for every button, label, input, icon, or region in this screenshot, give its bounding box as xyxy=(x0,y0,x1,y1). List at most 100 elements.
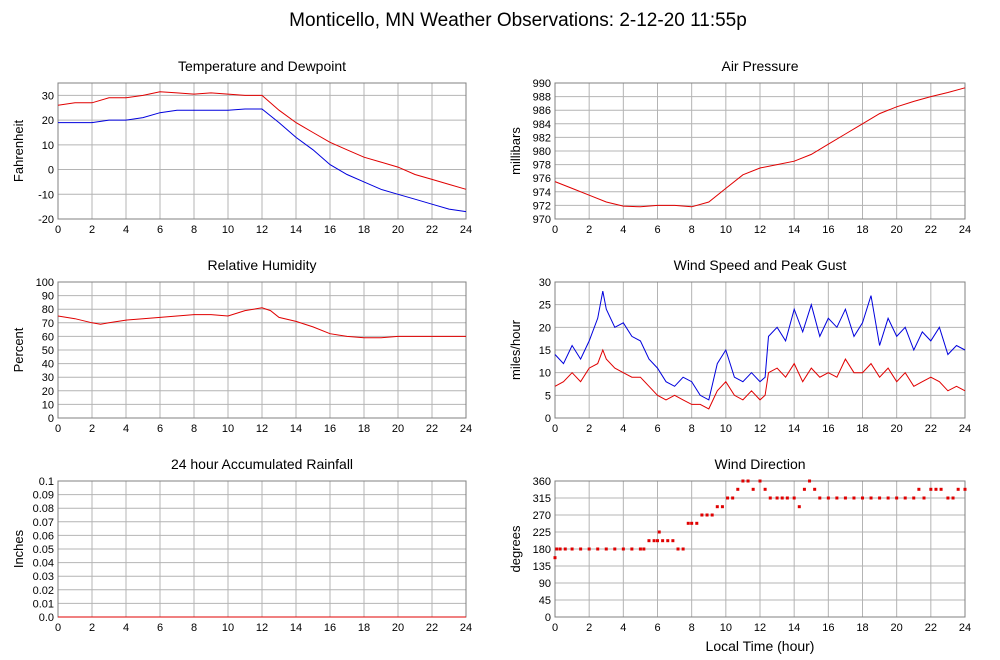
data-point xyxy=(726,496,730,500)
data-point xyxy=(656,539,659,543)
data-point xyxy=(946,496,950,500)
x-tick-label: 16 xyxy=(324,622,336,634)
data-point xyxy=(763,487,767,491)
y-tick-label: 986 xyxy=(533,105,551,117)
data-point xyxy=(751,487,755,491)
x-tick-label: 24 xyxy=(959,224,971,236)
data-point xyxy=(956,487,960,491)
data-point xyxy=(861,496,864,500)
chart-title: 24 hour Accumulated Rainfall xyxy=(171,456,353,472)
y-tick-label: 5 xyxy=(545,390,551,402)
x-tick-label: 8 xyxy=(689,423,695,435)
x-tick-label: 18 xyxy=(358,622,370,634)
data-point xyxy=(661,539,665,543)
data-point xyxy=(555,547,559,551)
x-tick-label: 2 xyxy=(586,622,592,634)
y-tick-label: 984 xyxy=(533,119,551,131)
data-point xyxy=(705,513,709,517)
data-point xyxy=(695,521,699,525)
y-tick-label: 0.07 xyxy=(33,517,54,529)
data-point xyxy=(671,539,675,543)
y-axis-label: millibars xyxy=(508,127,523,175)
y-tick-label: 30 xyxy=(42,90,54,102)
x-tick-label: 0 xyxy=(552,423,558,435)
data-point xyxy=(630,547,634,551)
x-tick-label: 8 xyxy=(191,622,197,634)
x-tick-label: 18 xyxy=(856,622,868,634)
data-point xyxy=(963,487,967,491)
y-tick-label: 270 xyxy=(533,510,551,522)
data-point xyxy=(886,496,890,500)
series-line-red xyxy=(554,87,966,208)
x-tick-label: 22 xyxy=(925,224,937,236)
x-tick-label: 20 xyxy=(891,622,903,634)
chart-title: Relative Humidity xyxy=(208,257,317,273)
x-tick-label: 22 xyxy=(426,622,438,634)
y-tick-label: 30 xyxy=(42,372,54,384)
x-tick-label: 2 xyxy=(586,224,592,236)
data-point xyxy=(818,496,822,500)
x-tick-label: 20 xyxy=(392,423,404,435)
series-line-red xyxy=(554,348,966,410)
chart-title: Wind Direction xyxy=(714,456,805,472)
y-tick-label: 978 xyxy=(533,160,551,172)
y-tick-label: 90 xyxy=(42,291,54,303)
data-point xyxy=(736,487,740,491)
x-tick-label: 10 xyxy=(720,224,732,236)
data-point xyxy=(587,547,591,551)
data-point xyxy=(802,487,806,491)
x-tick-label: 6 xyxy=(654,423,660,435)
y-tick-label: 45 xyxy=(539,595,551,607)
x-tick-label: 14 xyxy=(290,224,302,236)
x-tick-label: 0 xyxy=(55,423,61,435)
y-tick-label: 10 xyxy=(42,399,54,411)
y-tick-label: 315 xyxy=(533,493,551,505)
data-point xyxy=(929,487,933,491)
y-tick-label: 0.01 xyxy=(33,598,54,610)
y-tick-label: 0.09 xyxy=(33,490,54,502)
x-tick-label: 18 xyxy=(856,224,868,236)
data-point xyxy=(676,547,680,551)
y-tick-label: 20 xyxy=(42,115,54,127)
x-tick-label: 6 xyxy=(157,423,163,435)
data-point xyxy=(785,496,789,500)
y-tick-label: 988 xyxy=(533,92,551,104)
x-tick-label: 24 xyxy=(959,423,971,435)
data-point xyxy=(951,496,955,500)
x-tick-label: 10 xyxy=(222,423,234,435)
x-tick-label: 16 xyxy=(324,423,336,435)
y-tick-label: 80 xyxy=(42,304,54,316)
x-tick-label: 2 xyxy=(586,423,592,435)
x-tick-label: 22 xyxy=(925,622,937,634)
x-tick-label: 10 xyxy=(720,622,732,634)
data-point xyxy=(741,479,745,483)
y-tick-label: 135 xyxy=(533,561,551,573)
y-tick-label: 25 xyxy=(539,300,551,312)
y-tick-label: 980 xyxy=(533,146,551,158)
data-point xyxy=(666,539,670,543)
x-tick-label: 8 xyxy=(191,224,197,236)
y-tick-label: 60 xyxy=(42,331,54,343)
data-point xyxy=(826,496,830,500)
x-tick-label: 16 xyxy=(324,224,336,236)
x-tick-label: 14 xyxy=(290,622,302,634)
x-tick-label: 16 xyxy=(822,622,834,634)
data-point xyxy=(652,539,656,543)
data-point xyxy=(681,547,685,551)
x-tick-label: 4 xyxy=(620,622,626,634)
data-point xyxy=(558,547,562,551)
y-tick-label: 970 xyxy=(533,214,551,226)
data-point xyxy=(852,496,856,500)
y-axis-label: degrees xyxy=(508,525,523,572)
data-point xyxy=(621,547,625,551)
x-tick-label: 0 xyxy=(55,622,61,634)
data-point xyxy=(775,496,779,500)
data-point xyxy=(638,547,642,551)
series-line-red xyxy=(57,307,466,339)
data-point xyxy=(700,513,704,517)
y-tick-label: 0 xyxy=(545,413,551,425)
x-tick-label: 8 xyxy=(689,224,695,236)
data-point xyxy=(917,487,921,491)
